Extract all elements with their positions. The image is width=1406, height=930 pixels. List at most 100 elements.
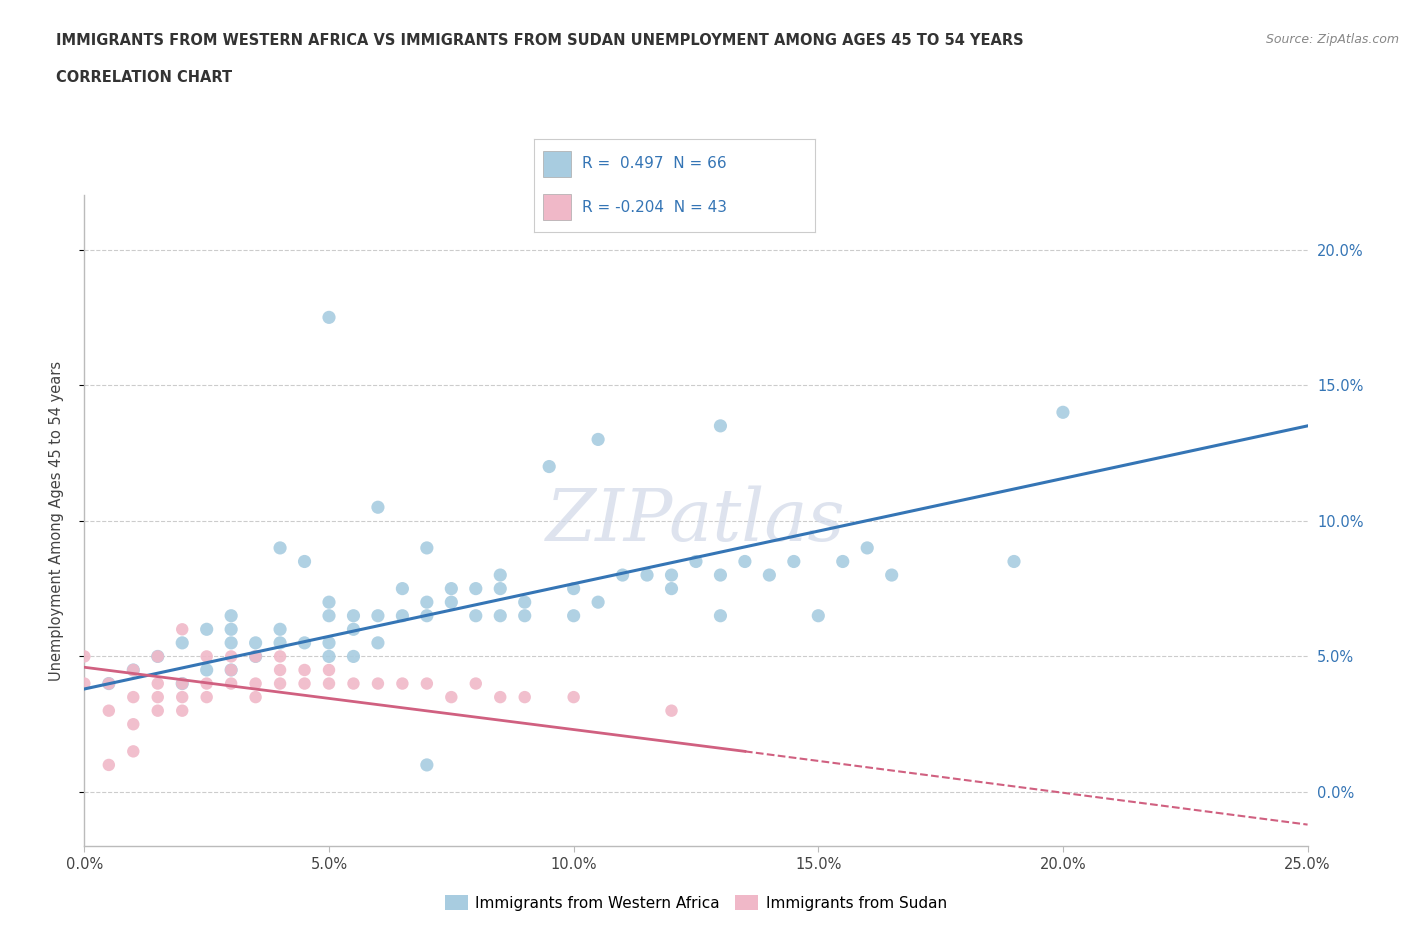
Point [342, 608, 364, 623]
Point [122, 744, 145, 759]
Point [219, 622, 242, 637]
Point [612, 567, 634, 582]
Point [195, 676, 218, 691]
Legend: Immigrants from Western Africa, Immigrants from Sudan: Immigrants from Western Africa, Immigran… [439, 889, 953, 917]
Point [661, 567, 683, 582]
Point [97, 676, 120, 691]
Point [172, 676, 194, 691]
Point [195, 662, 218, 677]
Point [318, 635, 340, 650]
Point [146, 649, 169, 664]
Point [219, 635, 242, 650]
Point [758, 567, 780, 582]
Point [538, 459, 561, 474]
Point [367, 499, 389, 514]
Point [709, 567, 731, 582]
Point [513, 595, 536, 610]
Point [342, 622, 364, 637]
Point [97, 703, 120, 718]
Point [269, 676, 291, 691]
Point [97, 676, 120, 691]
Point [734, 554, 756, 569]
Text: Source: ZipAtlas.com: Source: ZipAtlas.com [1265, 33, 1399, 46]
Text: R = -0.204  N = 43: R = -0.204 N = 43 [582, 200, 727, 215]
Point [172, 676, 194, 691]
Point [97, 757, 120, 772]
Point [586, 595, 609, 610]
Point [586, 432, 609, 447]
Point [195, 690, 218, 705]
Point [146, 649, 169, 664]
Point [513, 608, 536, 623]
Point [318, 595, 340, 610]
Point [195, 622, 218, 637]
Point [440, 595, 463, 610]
Point [562, 581, 585, 596]
Point [122, 690, 145, 705]
Point [73, 676, 96, 691]
Point [219, 608, 242, 623]
Point [367, 608, 389, 623]
Point [880, 567, 903, 582]
Point [219, 676, 242, 691]
Point [783, 554, 806, 569]
Point [245, 690, 267, 705]
Point [269, 622, 291, 637]
Point [219, 649, 242, 664]
Text: IMMIGRANTS FROM WESTERN AFRICA VS IMMIGRANTS FROM SUDAN UNEMPLOYMENT AMONG AGES : IMMIGRANTS FROM WESTERN AFRICA VS IMMIGR… [56, 33, 1024, 47]
Point [489, 567, 512, 582]
Point [831, 554, 853, 569]
Point [416, 757, 439, 772]
FancyBboxPatch shape [543, 194, 571, 220]
Point [342, 676, 364, 691]
Text: R =  0.497  N = 66: R = 0.497 N = 66 [582, 156, 727, 171]
Point [440, 690, 463, 705]
Point [464, 581, 486, 596]
Point [856, 540, 879, 555]
Point [122, 662, 145, 677]
Point [122, 662, 145, 677]
FancyBboxPatch shape [543, 151, 571, 177]
Point [367, 676, 389, 691]
Point [245, 676, 267, 691]
Y-axis label: Unemployment Among Ages 45 to 54 years: Unemployment Among Ages 45 to 54 years [49, 361, 63, 681]
Point [391, 676, 413, 691]
Point [807, 608, 830, 623]
Point [172, 622, 194, 637]
Point [661, 581, 683, 596]
Point [416, 676, 439, 691]
Point [318, 676, 340, 691]
Point [416, 595, 439, 610]
Point [318, 608, 340, 623]
Point [391, 581, 413, 596]
Point [146, 676, 169, 691]
Point [195, 649, 218, 664]
Point [269, 649, 291, 664]
Point [685, 554, 707, 569]
Point [294, 554, 316, 569]
Point [489, 690, 512, 705]
Point [440, 581, 463, 596]
Point [269, 662, 291, 677]
Point [172, 635, 194, 650]
Point [294, 635, 316, 650]
Point [318, 310, 340, 325]
Point [416, 540, 439, 555]
Point [562, 608, 585, 623]
Point [1052, 405, 1074, 419]
Point [294, 662, 316, 677]
Point [245, 649, 267, 664]
Point [269, 540, 291, 555]
Point [146, 703, 169, 718]
Point [146, 690, 169, 705]
Point [318, 649, 340, 664]
Point [245, 635, 267, 650]
Point [219, 662, 242, 677]
Point [661, 703, 683, 718]
Point [122, 717, 145, 732]
Point [636, 567, 658, 582]
Point [269, 635, 291, 650]
Point [464, 608, 486, 623]
Point [391, 608, 413, 623]
Point [342, 649, 364, 664]
